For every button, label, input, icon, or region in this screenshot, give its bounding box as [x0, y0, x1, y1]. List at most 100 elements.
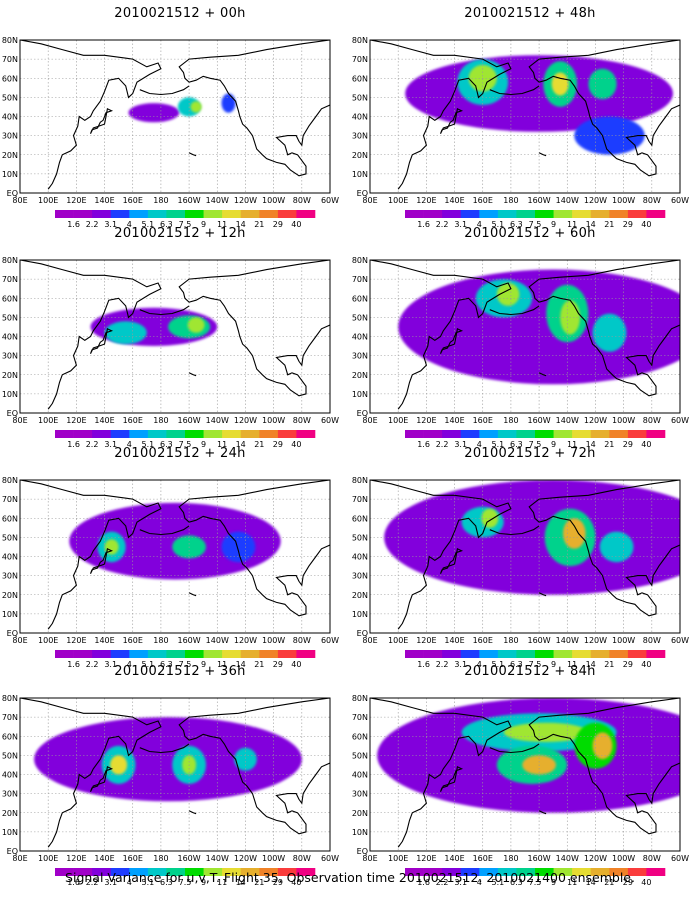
lon-tick-label: 100E — [388, 196, 408, 205]
coastline — [139, 525, 190, 536]
colorbar-label: 21 — [604, 220, 614, 229]
colorbar-label: 29 — [623, 660, 633, 669]
colorbar-swatch — [646, 210, 666, 218]
colorbar-swatch — [166, 650, 186, 658]
grid — [370, 698, 680, 851]
colorbar-label: 1.6 — [417, 878, 430, 887]
field-contour — [588, 68, 617, 100]
colorbar-swatch — [535, 430, 554, 438]
grid — [20, 480, 330, 633]
coastline — [538, 372, 547, 377]
coastline — [178, 40, 330, 177]
lat-tick-label: 60N — [352, 732, 368, 741]
lon-tick-label: 140E — [94, 196, 114, 205]
colorbar-label: 5.1 — [142, 660, 155, 669]
lon-tick-label: 100E — [38, 636, 58, 645]
coastline — [20, 260, 162, 410]
colorbar-label: 9 — [201, 440, 206, 449]
colorbar-swatch — [240, 868, 260, 876]
colorbar-label: 2.2 — [436, 220, 449, 229]
coastline — [370, 40, 512, 190]
field-contour — [128, 103, 180, 123]
colorbar-swatch — [460, 430, 480, 438]
colorbar-swatch — [627, 650, 647, 658]
map-frame — [369, 479, 681, 634]
colorbar-swatch — [73, 210, 93, 218]
lat-tick-label: 60N — [2, 74, 18, 83]
lon-tick-label: 120E — [66, 416, 86, 425]
lon-tick-label: 60W — [671, 196, 689, 205]
map-frame — [19, 697, 331, 852]
colorbar-swatch — [55, 650, 74, 658]
lat-tick-label: 30N — [2, 572, 18, 581]
lat-tick-label: 50N — [352, 313, 368, 322]
coastline — [489, 305, 540, 316]
grid — [370, 40, 680, 193]
lon-tick-label: 100W — [262, 196, 285, 205]
lat-tick-label: 30N — [352, 352, 368, 361]
colorbar-swatch — [129, 650, 149, 658]
colorbar-label: 3.1 — [454, 440, 467, 449]
lon-tick-label: 120E — [416, 636, 436, 645]
colorbar-label: 40 — [291, 440, 301, 449]
coastline — [178, 698, 330, 835]
colorbar-label: 3.1 — [104, 660, 117, 669]
lon-tick-label: 100E — [388, 636, 408, 645]
colorbar-label: 6.3 — [160, 220, 173, 229]
coastline — [188, 810, 197, 815]
lon-tick-label: 120W — [584, 416, 607, 425]
colorbar-swatch — [572, 430, 591, 438]
lon-tick-label: 180 — [153, 636, 168, 645]
lon-tick-label: 80E — [12, 636, 27, 645]
colorbar-swatch — [497, 650, 517, 658]
colorbar-label: 21 — [604, 440, 614, 449]
colorbar-label: 11 — [567, 660, 577, 669]
colorbar-label: 6.3 — [160, 660, 173, 669]
colorbar-swatch — [259, 650, 279, 658]
colorbar-label: 5.1 — [492, 440, 505, 449]
colorbar-swatch — [110, 868, 130, 876]
colorbar-swatch — [185, 430, 204, 438]
lon-tick-label: 160E — [473, 196, 493, 205]
lat-tick-label: 20N — [2, 151, 18, 160]
colorbar-label: 1.6 — [417, 440, 430, 449]
colorbar-label: 29 — [273, 660, 283, 669]
panel-title: 2010021512 + 84h — [464, 664, 596, 679]
colorbar: 1.6 2.2 3.1 4 5.1 6.3 7.5 9 11 14 21 29 40 — [405, 650, 666, 669]
lat-tick-label: 10N — [2, 390, 18, 399]
lat-tick-label: 40N — [352, 553, 368, 562]
colorbar-swatch — [479, 868, 499, 876]
coastline — [139, 743, 190, 754]
colorbar-swatch — [203, 868, 223, 876]
colorbar-label: 3.1 — [454, 660, 467, 669]
lon-tick-label: 80W — [293, 636, 311, 645]
lat-tick-label: 60N — [2, 514, 18, 523]
lat-tick-label: 30N — [352, 132, 368, 141]
lon-tick-label: 120W — [234, 196, 257, 205]
lat-tick-label: 40N — [2, 553, 18, 562]
lon-tick-label: 140W — [206, 854, 229, 863]
colorbar-label: 21 — [254, 660, 264, 669]
colorbar-label: 6.3 — [510, 220, 523, 229]
grid — [20, 40, 330, 193]
lon-tick-label: 100W — [612, 854, 635, 863]
lon-tick-label: 80E — [12, 196, 27, 205]
lon-tick-label: 100W — [262, 416, 285, 425]
lat-tick-label: EQ — [7, 629, 18, 638]
colorbar-label: 11 — [567, 440, 577, 449]
colorbar-swatch — [240, 430, 260, 438]
colorbar-swatch — [423, 650, 443, 658]
colorbar-label: 7.5 — [179, 660, 192, 669]
lat-tick-label: 20N — [2, 809, 18, 818]
field-contour — [592, 732, 613, 760]
colorbar-label: 7.5 — [179, 440, 192, 449]
colorbar-swatch — [185, 650, 204, 658]
colorbar-swatch — [55, 210, 74, 218]
lon-tick-label: 120W — [234, 416, 257, 425]
panel-title: 2010021512 + 24h — [114, 446, 246, 461]
colorbar-swatch — [442, 650, 461, 658]
lat-tick-label: EQ — [357, 189, 368, 198]
colorbar-label: 11 — [217, 660, 227, 669]
